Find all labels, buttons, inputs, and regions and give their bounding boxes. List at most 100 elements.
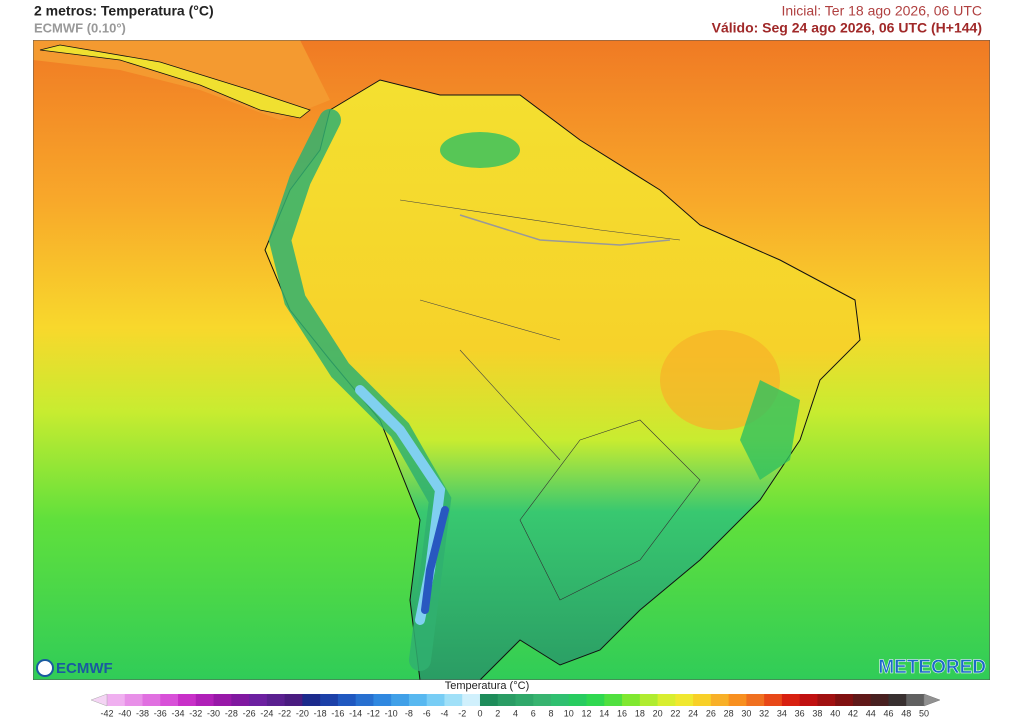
legend-swatch xyxy=(693,694,712,706)
legend-tick-label: -12 xyxy=(367,708,380,718)
legend-swatch xyxy=(586,694,605,706)
legend-tick-label: -8 xyxy=(405,708,413,718)
legend-tick-label: 50 xyxy=(919,708,929,718)
legend-high-arrow xyxy=(923,693,941,707)
legend-tick-label: 38 xyxy=(812,708,822,718)
legend-title: Temperatura (°C) xyxy=(445,680,529,692)
legend-tick-label: 8 xyxy=(549,708,554,718)
legend-swatch xyxy=(799,694,818,706)
legend-tick-label: 30 xyxy=(741,708,751,718)
legend-tick-label: 0 xyxy=(477,708,482,718)
legend-tick-label: -32 xyxy=(189,708,202,718)
model-label: ECMWF (0.10°) xyxy=(34,20,126,35)
legend-swatch xyxy=(213,694,232,706)
legend-tick-label: -28 xyxy=(225,708,238,718)
legend-tick-label: 42 xyxy=(848,708,858,718)
legend-swatch xyxy=(266,694,286,706)
map-title: 2 metros: Temperatura (°C) xyxy=(34,3,214,19)
legend-swatch xyxy=(888,694,907,706)
legend-swatch xyxy=(178,694,197,706)
valid-time: Válido: Seg 24 ago 2026, 06 UTC (H+144) xyxy=(712,20,982,36)
legend-swatch xyxy=(870,694,889,706)
legend-tick-label: 36 xyxy=(795,708,805,718)
amazon-river xyxy=(459,214,671,246)
legend-tick-label: -38 xyxy=(136,708,149,718)
legend-tick-label: 14 xyxy=(599,708,609,718)
legend-swatch xyxy=(107,694,126,706)
initial-time: Inicial: Ter 18 ago 2026, 06 UTC xyxy=(781,3,982,19)
legend-tick-label: 32 xyxy=(759,708,769,718)
legend-swatch xyxy=(781,694,801,706)
legend-swatch xyxy=(195,694,215,706)
map xyxy=(33,40,990,680)
central-america-land xyxy=(39,44,311,119)
legend-swatch xyxy=(373,694,392,706)
legend-tick-label: 24 xyxy=(688,708,698,718)
legend-swatch xyxy=(675,694,694,706)
legend-tick-label: 20 xyxy=(653,708,663,718)
legend-swatch xyxy=(160,694,179,706)
legend-swatch xyxy=(355,694,374,706)
legend-tick-label: -4 xyxy=(440,708,448,718)
legend-tick-label: 22 xyxy=(670,708,680,718)
legend-tick-label: 10 xyxy=(564,708,574,718)
legend-swatch xyxy=(462,694,481,706)
legend-swatch xyxy=(710,694,730,706)
logo-text: ECMWF xyxy=(56,660,113,677)
legend-swatch xyxy=(533,694,552,706)
legend-low-arrow xyxy=(90,693,108,707)
legend-swatch xyxy=(426,694,445,706)
legend-swatch xyxy=(551,694,570,706)
legend-swatch xyxy=(337,694,357,706)
legend-tick-label: -30 xyxy=(207,708,220,718)
legend-tick-label: 2 xyxy=(495,708,500,718)
legend-tick-label: -22 xyxy=(278,708,291,718)
legend-tick-label: -40 xyxy=(118,708,131,718)
legend-tick-label: -18 xyxy=(314,708,327,718)
legend-tick-label: -24 xyxy=(260,708,273,718)
legend-tick-label: 16 xyxy=(617,708,627,718)
legend-tick-label: 6 xyxy=(531,708,536,718)
legend-tick-label: 46 xyxy=(883,708,893,718)
legend-swatch xyxy=(249,694,268,706)
legend-tick-label: 44 xyxy=(866,708,876,718)
legend-swatch xyxy=(444,694,463,706)
legend-swatch xyxy=(320,694,339,706)
legend-swatch xyxy=(515,694,534,706)
legend-swatch xyxy=(497,694,516,706)
legend-swatch xyxy=(817,694,836,706)
legend-swatch xyxy=(231,694,250,706)
legend-swatch xyxy=(852,694,872,706)
legend-swatch xyxy=(302,694,321,706)
legend-swatch xyxy=(284,694,303,706)
legend-tick-label: -36 xyxy=(154,708,167,718)
legend-tick-label: 4 xyxy=(513,708,518,718)
legend-tick-label: 28 xyxy=(724,708,734,718)
legend-tick-label: -14 xyxy=(349,708,362,718)
legend-tick-label: 40 xyxy=(830,708,840,718)
legend-tick-label: -6 xyxy=(423,708,431,718)
border xyxy=(519,419,701,601)
legend-tick-label: 18 xyxy=(635,708,645,718)
legend-swatch xyxy=(764,694,783,706)
legend-swatch xyxy=(906,694,925,706)
legend-swatch xyxy=(746,694,765,706)
legend-swatch xyxy=(835,694,854,706)
legend-tick-label: 26 xyxy=(706,708,716,718)
legend-tick-label: 12 xyxy=(582,708,592,718)
legend-tick-label: -2 xyxy=(458,708,466,718)
legend-swatch xyxy=(657,694,676,706)
legend-tick-label: -16 xyxy=(331,708,344,718)
borders xyxy=(399,199,681,461)
andes-cold xyxy=(421,506,449,614)
legend-swatch xyxy=(124,694,144,706)
ecmwf-logo: ECMWF xyxy=(36,659,113,677)
legend-swatch xyxy=(639,694,659,706)
legend-swatch xyxy=(622,694,641,706)
legend-swatch xyxy=(408,694,428,706)
legend-swatch xyxy=(568,694,588,706)
legend: -42 -40 -38 -36 -34 -32 -30 -28 -26 -24 -22 -20 -18-… xyxy=(90,693,941,718)
legend-tick-label: -34 xyxy=(172,708,185,718)
legend-tick-label: -26 xyxy=(243,708,256,718)
